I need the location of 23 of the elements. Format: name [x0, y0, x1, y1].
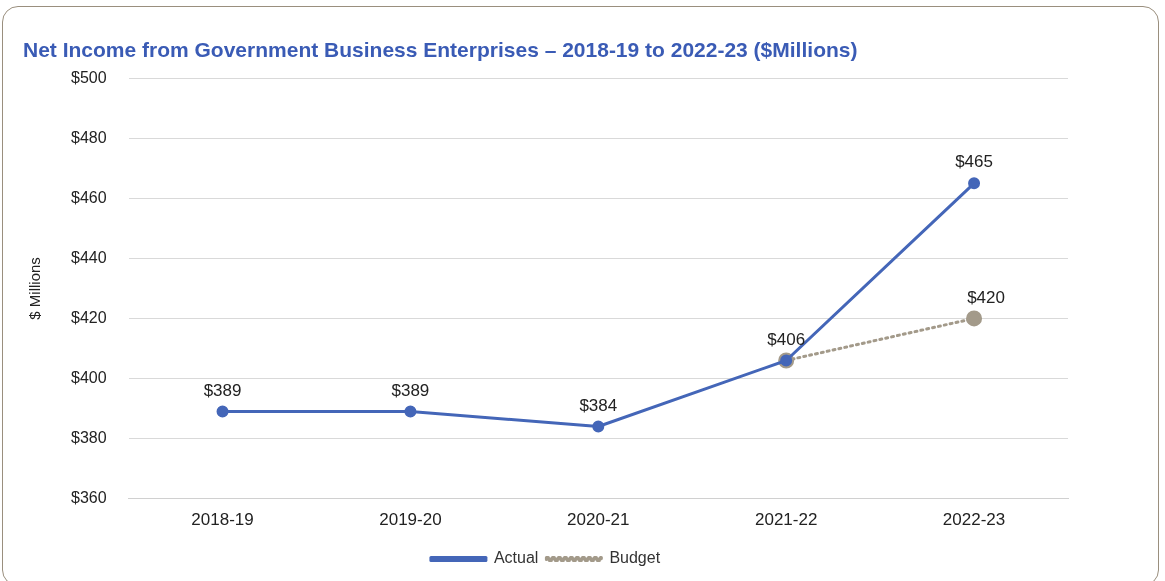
y-tick-label: $380 — [71, 428, 107, 446]
x-tick-label: 2018-19 — [191, 510, 254, 530]
y-tick-label: $480 — [71, 128, 107, 146]
data-label: $389 — [203, 380, 242, 400]
y-tick-label: $400 — [71, 368, 107, 386]
x-tick-label: 2020-21 — [567, 510, 630, 530]
data-label: $465 — [955, 152, 993, 172]
x-tick-label: 2021-22 — [754, 510, 818, 530]
x-tick-label: 2019-20 — [379, 510, 442, 530]
y-tick-label: $420 — [71, 308, 107, 326]
y-axis-title: $ Millions — [26, 257, 44, 320]
legend-label: Actual — [493, 549, 539, 567]
y-tick-label: $360 — [71, 489, 107, 507]
x-tick-label: 2022-23 — [942, 510, 1006, 530]
legend-label: Budget — [609, 549, 661, 567]
y-tick-label: $500 — [71, 68, 107, 86]
chart-title: Net Income from Government Business Enterprises – 2018-19 to 2022-23 ($Millions) — [23, 38, 858, 62]
data-label: $420 — [967, 287, 1005, 307]
data-label: $406 — [767, 329, 806, 349]
data-label: $389 — [391, 380, 430, 400]
y-tick-label: $460 — [71, 188, 107, 206]
y-tick-label: $440 — [71, 248, 107, 266]
data-label: $384 — [579, 395, 618, 415]
